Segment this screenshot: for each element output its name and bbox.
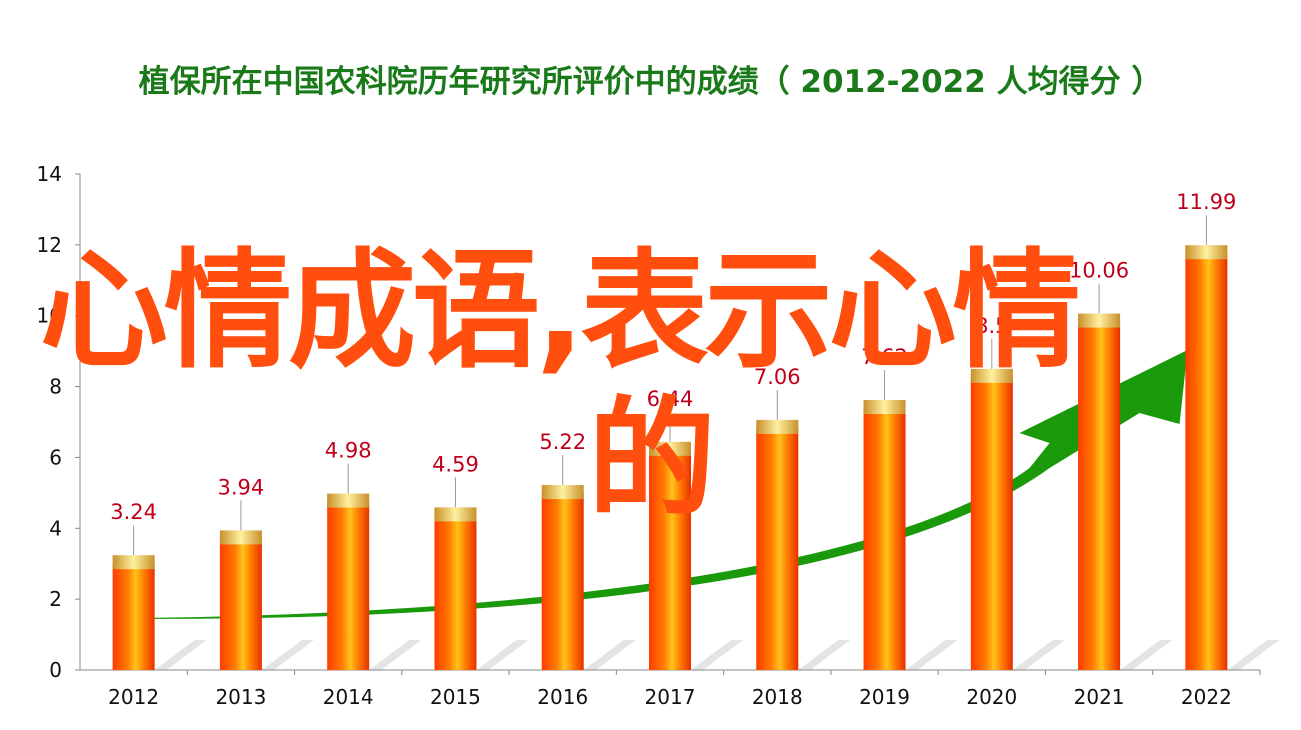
y-tick-label: 8 [49,375,62,399]
bar-2019 [863,408,906,670]
bar-cap-2019 [863,400,906,415]
bar-cap-2020 [970,368,1013,383]
x-tick-label: 2020 [966,685,1017,709]
data-label-2013: 3.94 [218,475,265,499]
data-label-2015: 4.59 [432,452,479,476]
bar-2015 [434,515,477,670]
x-tick-label: 2014 [323,685,374,709]
data-label-2016: 5.22 [539,430,586,454]
y-tick-label: 12 [37,233,62,257]
x-tick-label: 2016 [537,685,588,709]
bar-shadow [476,640,529,670]
bar-shadow [261,640,314,670]
bar-cap-2018 [756,419,799,434]
bar-2014 [327,501,370,670]
bar-2018 [756,427,799,670]
bar-2021 [1078,321,1121,670]
data-label-2014: 4.98 [325,439,372,463]
data-label-2019: 7.62 [861,345,908,369]
x-tick-label: 2013 [215,685,266,709]
bar-shadow [154,640,207,670]
bar-shadow [1227,640,1280,670]
y-tick-label: 2 [49,587,62,611]
x-tick-label: 2018 [752,685,803,709]
chart-title: 植保所在中国农科院历年研究所评价中的成绩（ 2012-2022 人均得分 ） [138,64,1163,100]
data-label-2017: 6.44 [647,387,694,411]
bar-shadow [1120,640,1173,670]
bar-shadow [369,640,422,670]
bar-cap-2022 [1185,245,1228,260]
y-tick-label: 0 [49,658,62,682]
x-tick-label: 2017 [645,685,696,709]
y-tick-label: 6 [49,445,62,469]
bar-cap-2014 [327,493,370,508]
data-label-2018: 7.06 [754,365,801,389]
bar-2017 [649,449,691,670]
bar-2016 [541,493,584,670]
bar-cap-2016 [541,485,584,500]
chart-axes: 0 2 4 6 8 10 12 14 2012 2013 2014 2015 2016 2017 2018 2… [37,162,1261,709]
bar-2020 [970,376,1013,670]
bar-shadow [691,640,743,670]
bar-shadows [154,640,1280,670]
bar-shadow [905,640,958,670]
bar-cap-2013 [219,530,262,545]
bars [112,245,1228,670]
y-tick-label: 14 [37,162,62,186]
data-label-2021: 10.06 [1069,259,1129,283]
data-label-2020: 8.5 [975,314,1008,338]
bar-cap-2017 [649,441,691,456]
bar-shadow [1012,640,1065,670]
y-tick-label: 4 [49,516,62,540]
bar-2022 [1185,253,1228,670]
bar-cap-2012 [112,555,155,570]
bar-cap-2021 [1078,313,1121,328]
x-tick-label: 2015 [430,685,481,709]
data-label-2012: 3.24 [110,500,157,524]
x-tick-label: 2012 [108,685,159,709]
bar-cap-2015 [434,507,477,522]
x-tick-label: 2021 [1074,685,1125,709]
data-labels: 3.24 3.94 4.98 4.59 5.22 6.44 7.06 7.62 8.5 10.06… [110,190,1236,556]
bar-2012 [112,563,155,670]
x-tick-label: 2022 [1181,685,1232,709]
x-tick-label: 2019 [859,685,910,709]
bar-2013 [219,538,262,670]
data-label-2022: 11.99 [1176,190,1236,214]
y-tick-label: 10 [37,304,62,328]
bar-shadow [583,640,636,670]
bar-shadow [798,640,851,670]
